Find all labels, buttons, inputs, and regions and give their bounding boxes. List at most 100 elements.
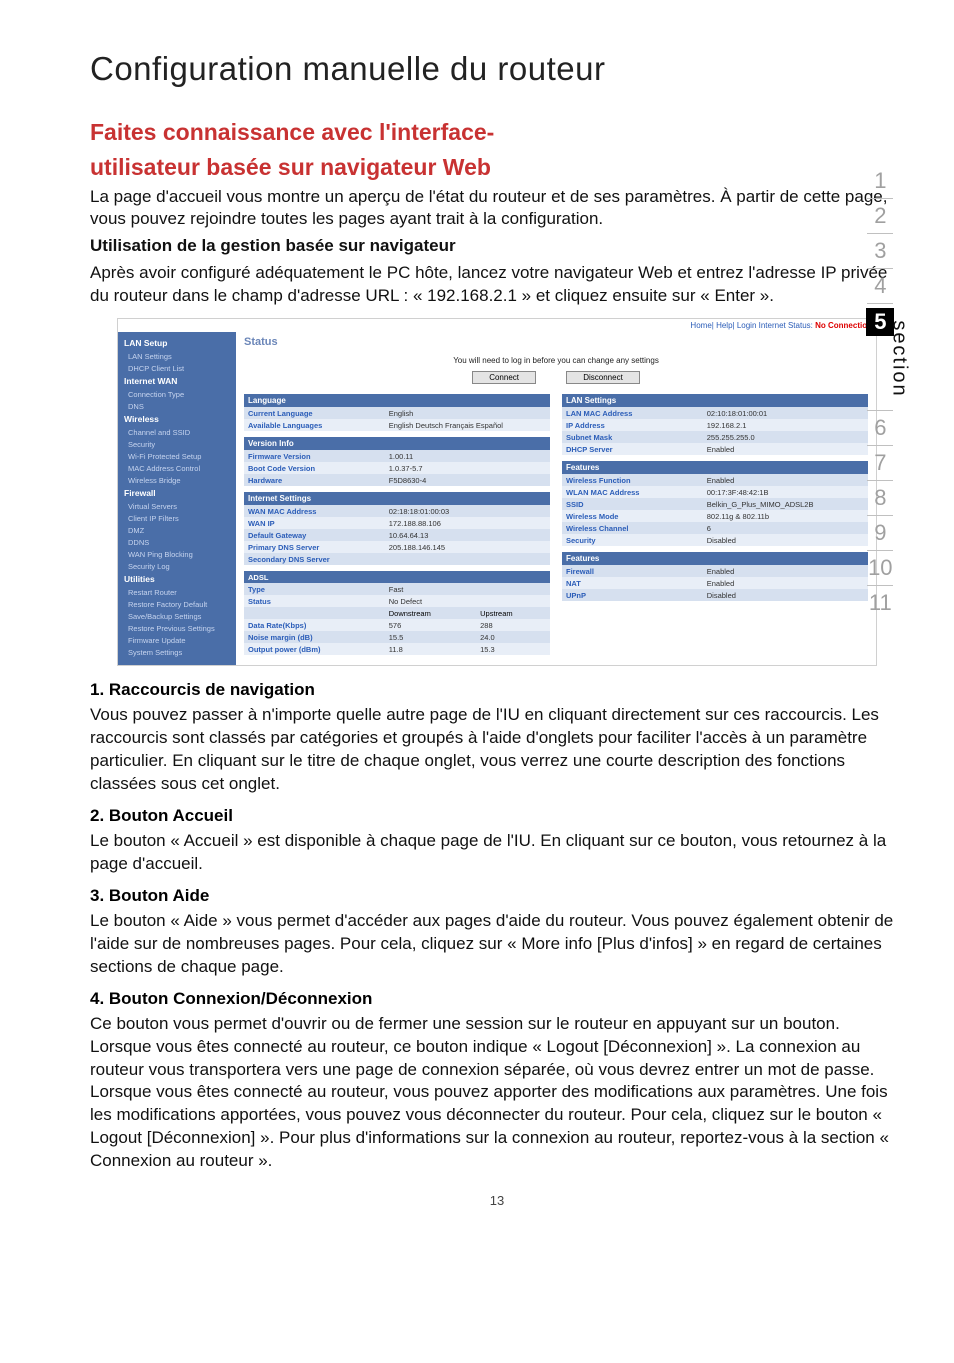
lang-avail-v[interactable]: English Deutsch Français Español [385, 419, 550, 431]
section-nav-11[interactable]: 11 [827, 590, 934, 616]
table-key: Firmware Version [244, 450, 385, 462]
adsl-h-us: Upstream [476, 607, 550, 619]
router-nav-item[interactable]: Restart Router [118, 586, 236, 598]
table-val: 02:18:18:01:00:03 [385, 505, 550, 517]
router-nav-item[interactable]: Channel and SSID [118, 426, 236, 438]
grp-adsl: ADSL [244, 571, 550, 583]
table-key: Hardware [244, 474, 385, 486]
table-key: Secondary DNS Server [244, 553, 385, 565]
router-nav-item[interactable]: WAN Ping Blocking [118, 548, 236, 560]
adsl-h-ds: Downstream [385, 607, 476, 619]
grp-language: Language [244, 394, 550, 407]
router-nav-item[interactable]: MAC Address Control [118, 462, 236, 474]
router-nav-item[interactable]: DNS [118, 400, 236, 412]
router-note: You will need to log in before you can c… [244, 356, 868, 365]
lang-cur-k: Current Language [244, 407, 385, 419]
table-val: 172.188.88.106 [385, 517, 550, 529]
adsl-status-v: No Defect [385, 595, 550, 607]
router-top-links[interactable]: Home| Help| Login Internet Status: [690, 321, 812, 330]
table-key: WAN MAC Address [244, 505, 385, 517]
router-nav-item[interactable]: Wireless Bridge [118, 474, 236, 486]
table-key: Firewall [562, 565, 703, 577]
router-nav-item[interactable]: Firmware Update [118, 634, 236, 646]
router-nav-item[interactable]: Security Log [118, 560, 236, 572]
item2-heading: 2. Bouton Accueil [90, 806, 904, 826]
section-nav-3[interactable]: 3 [827, 238, 934, 264]
router-nav-item[interactable]: Restore Previous Settings [118, 622, 236, 634]
features-wireless-table: Features Wireless FunctionEnabledWLAN MA… [562, 461, 868, 546]
intro-p2-bold: Utilisation de la gestion basée sur navi… [90, 235, 904, 258]
lan-table: LAN Settings LAN MAC Address02:10:18:01:… [562, 394, 868, 455]
connect-button[interactable]: Connect [472, 371, 536, 384]
section-nav-10[interactable]: 10 [827, 555, 934, 581]
section-nav: 12345section67891011 [827, 168, 934, 616]
adsl-val: 288 [476, 619, 550, 631]
status-label: Status [244, 336, 868, 348]
router-nav-item[interactable]: DDNS [118, 536, 236, 548]
router-nav-head[interactable]: Utilities [118, 572, 236, 586]
router-nav-item[interactable]: LAN Settings [118, 350, 236, 362]
section-nav-sep [867, 198, 893, 199]
router-nav-head[interactable]: Firewall [118, 486, 236, 500]
router-nav-item[interactable]: Virtual Servers [118, 500, 236, 512]
router-nav-head[interactable]: LAN Setup [118, 336, 236, 350]
section-nav-sep [867, 515, 893, 516]
adsl-key: Noise margin (dB) [244, 631, 385, 643]
item4-heading: 4. Bouton Connexion/Déconnexion [90, 989, 904, 1009]
router-nav-item[interactable]: DHCP Client List [118, 362, 236, 374]
table-val: 1.0.37-5.7 [385, 462, 550, 474]
section-nav-9[interactable]: 9 [827, 520, 934, 546]
grp-version: Version Info [244, 437, 550, 450]
section-label: section [880, 320, 910, 397]
adsl-type-v: Fast [385, 583, 550, 595]
table-key: Subnet Mask [562, 431, 703, 443]
section-nav-1[interactable]: 1 [827, 168, 934, 194]
grp-features-2: Features [562, 552, 868, 565]
disconnect-button[interactable]: Disconnect [566, 371, 640, 384]
router-nav-head[interactable]: Wireless [118, 412, 236, 426]
section-nav-8[interactable]: 8 [827, 485, 934, 511]
router-nav-item[interactable]: Security [118, 438, 236, 450]
router-nav-item[interactable]: DMZ [118, 524, 236, 536]
router-topbar: Home| Help| Login Internet Status: No Co… [118, 319, 876, 332]
grp-features-1: Features [562, 461, 868, 474]
section-nav-sep [867, 233, 893, 234]
section-nav-sep [867, 303, 893, 304]
item2-text: Le bouton « Accueil » est disponible à c… [90, 830, 904, 876]
item3-text: Le bouton « Aide » vous permet d'accéder… [90, 910, 904, 979]
grp-lan: LAN Settings [562, 394, 868, 407]
router-nav-item[interactable]: Wi-Fi Protected Setup [118, 450, 236, 462]
section-nav-7[interactable]: 7 [827, 450, 934, 476]
router-nav-item[interactable]: Restore Factory Default [118, 598, 236, 610]
adsl-val: 11.8 [385, 643, 476, 655]
page-number: 13 [90, 1193, 904, 1208]
router-nav-item[interactable]: Save/Backup Settings [118, 610, 236, 622]
table-key: Primary DNS Server [244, 541, 385, 553]
router-nav-item[interactable]: System Settings [118, 646, 236, 658]
intro-p3: Après avoir configuré adéquatement le PC… [90, 262, 904, 308]
section-nav-6[interactable]: 6 [827, 415, 934, 441]
adsl-blank [244, 607, 385, 619]
adsl-val: 15.5 [385, 631, 476, 643]
section-heading-l2: utilisateur basée sur navigateur Web [90, 153, 904, 182]
table-val: F5D8630-4 [385, 474, 550, 486]
adsl-key: Data Rate(Kbps) [244, 619, 385, 631]
internet-table: Internet Settings WAN MAC Address02:18:1… [244, 492, 550, 565]
language-table: Language Current LanguageEnglish Availab… [244, 394, 550, 431]
table-key: WAN IP [244, 517, 385, 529]
router-nav-item[interactable]: Connection Type [118, 388, 236, 400]
router-nav: LAN SetupLAN SettingsDHCP Client ListInt… [118, 332, 236, 665]
adsl-type-k: Type [244, 583, 385, 595]
section-nav-2[interactable]: 2 [827, 203, 934, 229]
section-nav-4[interactable]: 4 [827, 273, 934, 299]
table-key: Default Gateway [244, 529, 385, 541]
main-title: Configuration manuelle du routeur [90, 50, 904, 88]
table-key: Wireless Function [562, 474, 703, 486]
table-key: DHCP Server [562, 443, 703, 455]
router-nav-head[interactable]: Internet WAN [118, 374, 236, 388]
router-nav-item[interactable]: Client IP Filters [118, 512, 236, 524]
item1-text: Vous pouvez passer à n'importe quelle au… [90, 704, 904, 796]
section-heading-l1: Faites connaissance avec l'interface- [90, 118, 904, 147]
table-key: UPnP [562, 589, 703, 601]
table-val [385, 553, 550, 565]
